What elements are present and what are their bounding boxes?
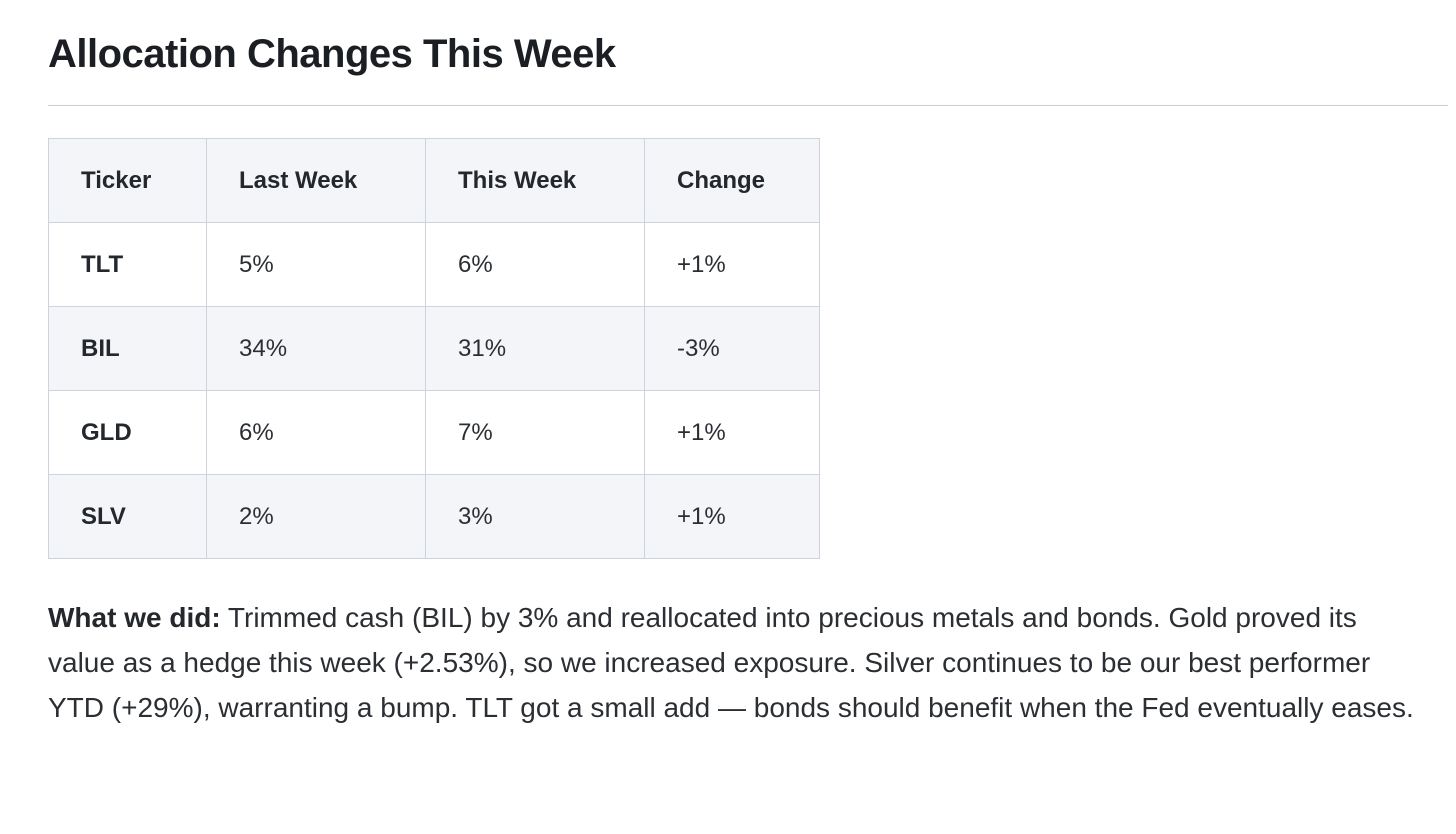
cell-last-week: 34%	[206, 306, 426, 391]
cell-last-week: 2%	[206, 474, 426, 559]
summary-text: Trimmed cash (BIL) by 3% and reallocated…	[48, 602, 1414, 723]
allocation-table: Ticker Last Week This Week Change TLT 5% 6…	[48, 138, 820, 559]
table-row: GLD 6% 7% +1%	[48, 390, 820, 475]
summary-paragraph: What we did: Trimmed cash (BIL) by 3% an…	[48, 595, 1426, 730]
cell-last-week: 6%	[206, 390, 426, 475]
column-header-this-week: This Week	[425, 138, 645, 223]
cell-this-week: 31%	[425, 306, 645, 391]
column-header-last-week: Last Week	[206, 138, 426, 223]
column-header-ticker: Ticker	[48, 138, 207, 223]
cell-ticker: BIL	[48, 306, 207, 391]
cell-this-week: 6%	[425, 222, 645, 307]
table-row: BIL 34% 31% -3%	[48, 306, 820, 391]
cell-this-week: 7%	[425, 390, 645, 475]
cell-change: -3%	[644, 306, 820, 391]
cell-ticker: SLV	[48, 474, 207, 559]
cell-last-week: 5%	[206, 222, 426, 307]
table-row: TLT 5% 6% +1%	[48, 222, 820, 307]
table-header-row: Ticker Last Week This Week Change	[48, 138, 820, 223]
cell-change: +1%	[644, 474, 820, 559]
summary-label: What we did:	[48, 602, 221, 633]
cell-change: +1%	[644, 222, 820, 307]
section-divider	[48, 105, 1448, 106]
cell-ticker: GLD	[48, 390, 207, 475]
page-title: Allocation Changes This Week	[48, 32, 616, 76]
cell-ticker: TLT	[48, 222, 207, 307]
column-header-change: Change	[644, 138, 820, 223]
cell-this-week: 3%	[425, 474, 645, 559]
cell-change: +1%	[644, 390, 820, 475]
table-row: SLV 2% 3% +1%	[48, 474, 820, 559]
table-body: TLT 5% 6% +1% BIL 34% 31% -3% GLD 6% 7% +1% SLV 2% 3% +…	[48, 222, 820, 559]
